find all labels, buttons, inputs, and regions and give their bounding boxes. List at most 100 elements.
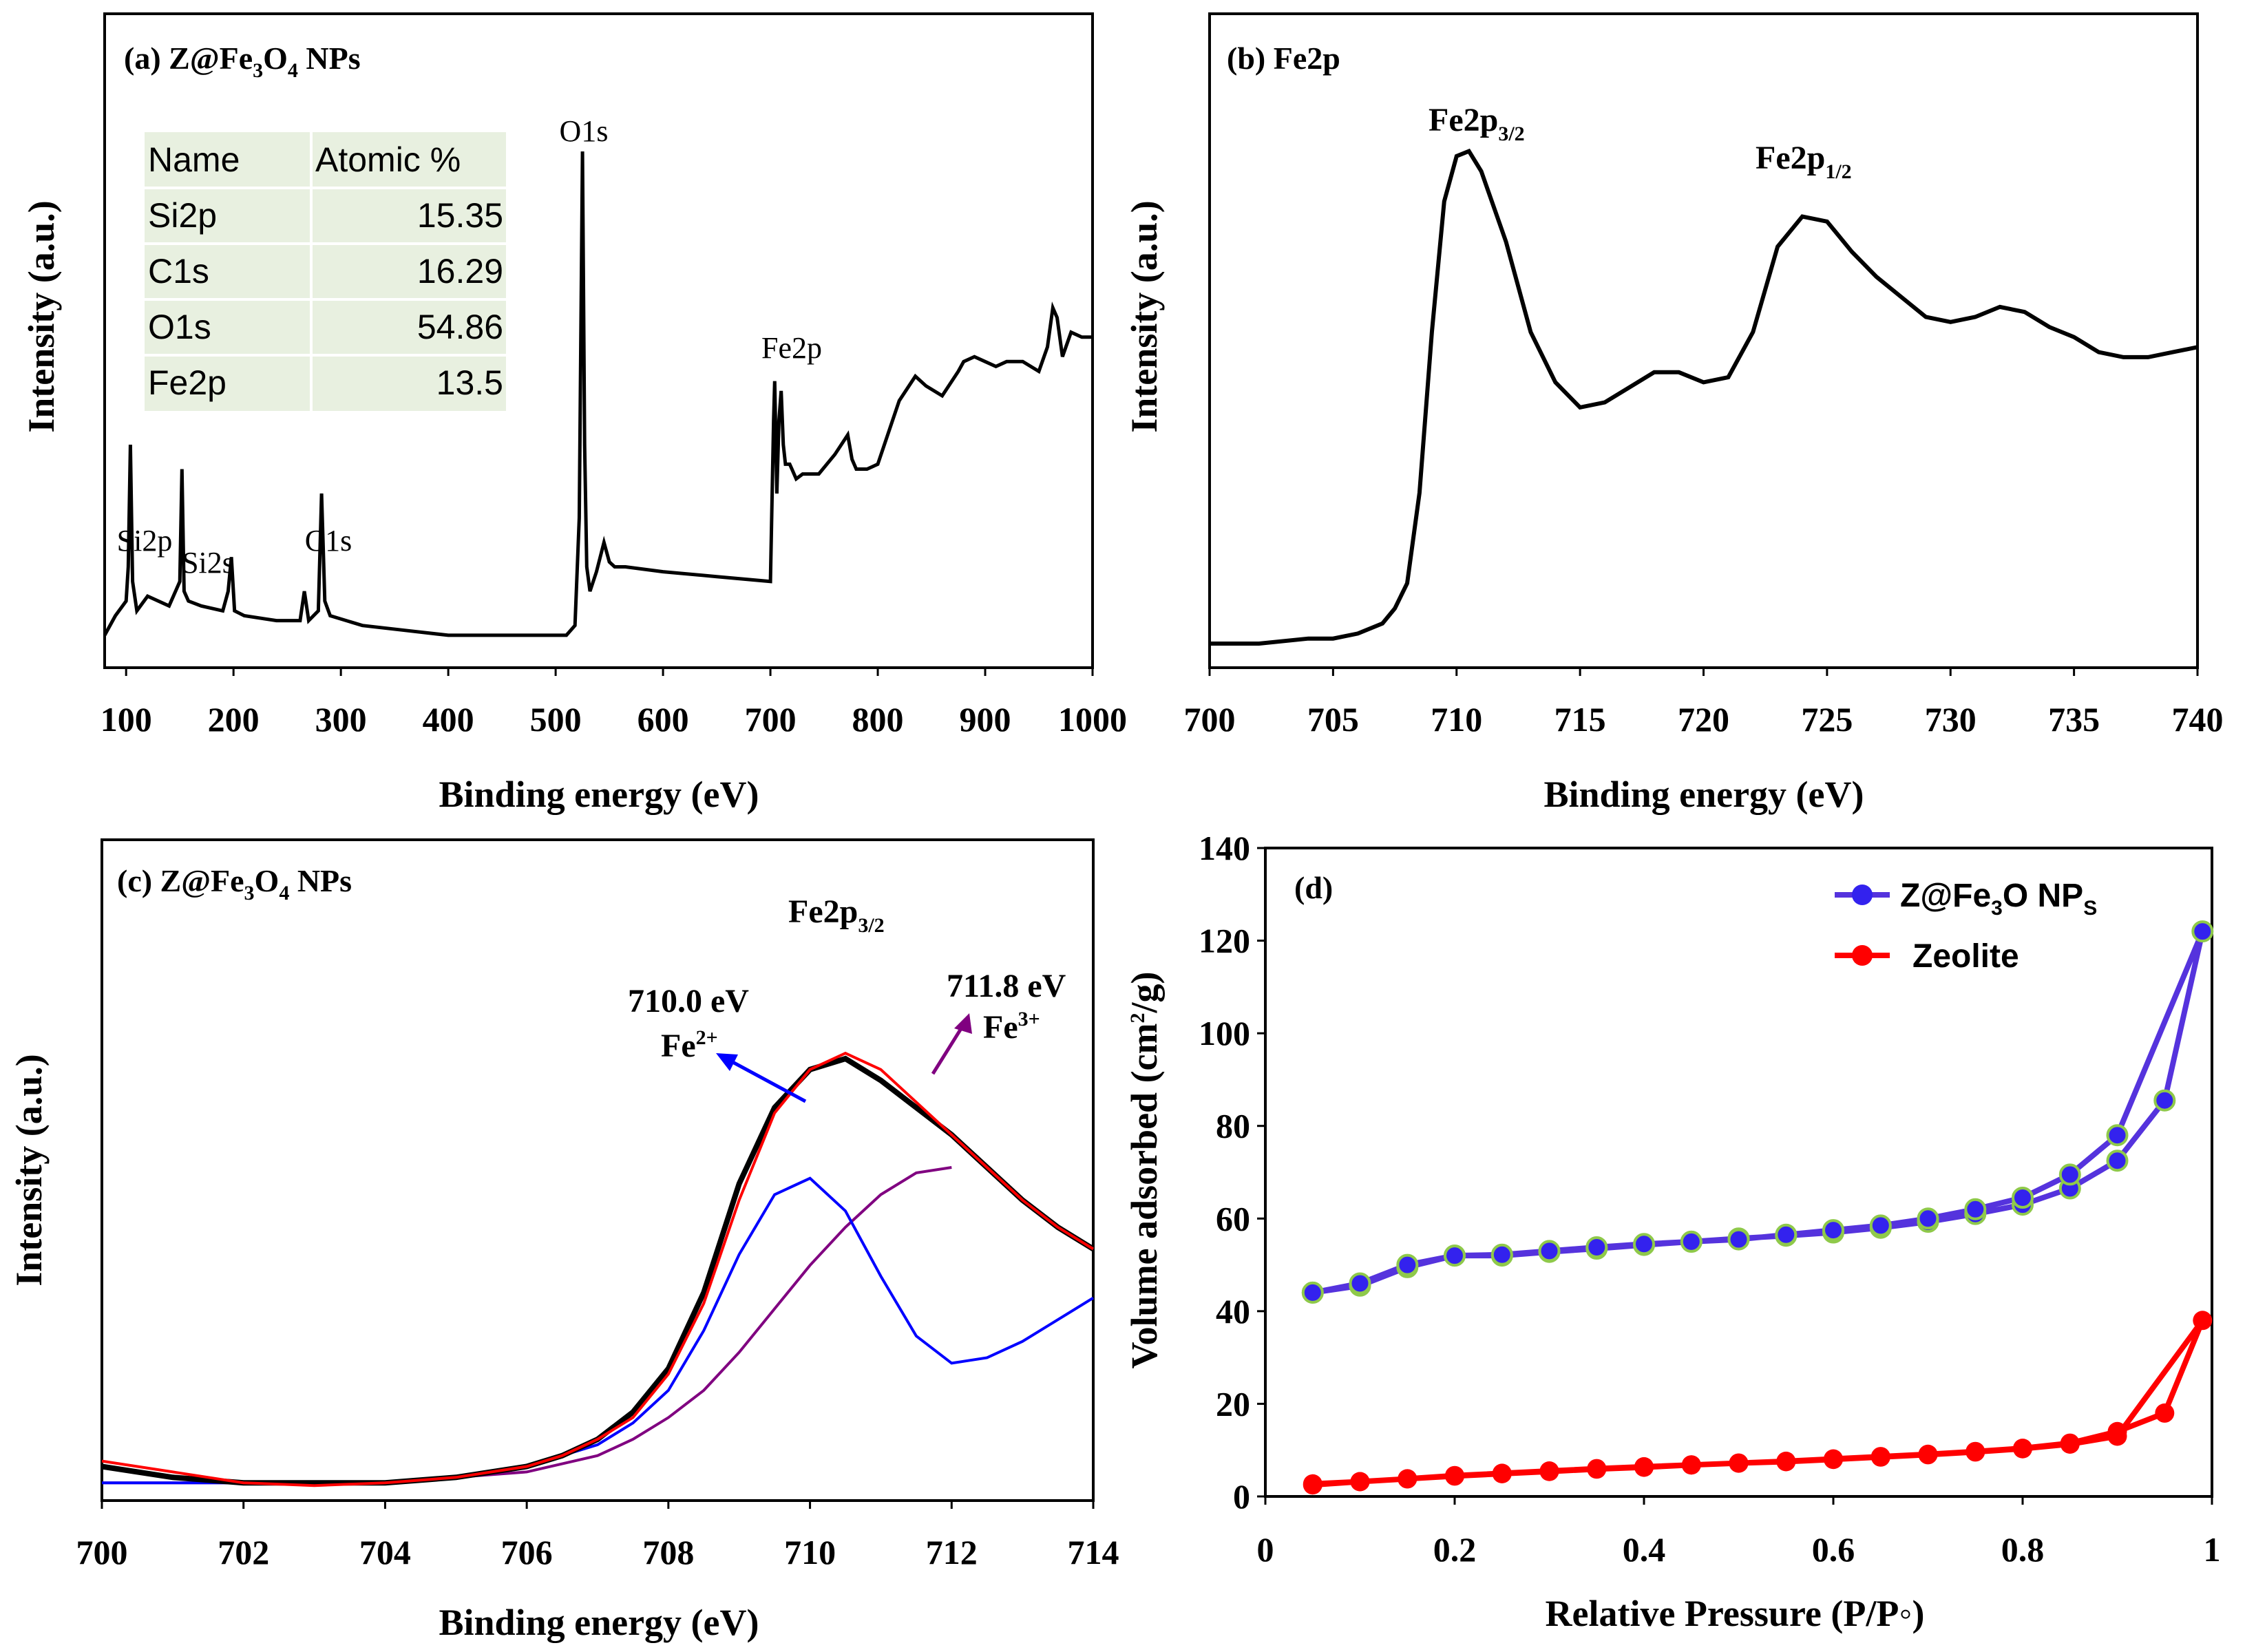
d-y-tick-label: 60 [1216, 1199, 1250, 1238]
table-background [145, 132, 506, 411]
table-cell-value: 54.86 [417, 308, 503, 346]
fit-envelope-line [101, 1051, 1095, 1487]
peak-label-fe2p3-2: Fe2p3/2 [1429, 102, 1525, 145]
panel-c-deconvolution: (c) Z@Fe3O4 NPs Fe2p3/2 710.0 eV Fe2+ 71… [8, 838, 1119, 1643]
c-x-tick-label: 700 [76, 1533, 128, 1571]
data-point-z-fe3o [1633, 1233, 1655, 1256]
data-point-z-fe3o [2191, 920, 2214, 943]
panel-c-frame [101, 838, 1095, 1502]
a-x-tick-label: 500 [530, 700, 582, 739]
fe2p-spectrum-line [1210, 148, 2198, 646]
panel-d-y-label: Volume adsorbed (cm2/g) [1124, 971, 1165, 1368]
fe2-ion-label: Fe2+ [661, 1026, 718, 1064]
data-point-zeolite [2107, 1426, 2127, 1446]
data-point-zeolite [1587, 1459, 1607, 1479]
d-y-tick-label: 80 [1216, 1107, 1250, 1145]
data-point-z-fe3o [1444, 1245, 1466, 1267]
fe3-arrow [931, 1023, 966, 1075]
b-x-tick-label: 715 [1554, 700, 1606, 739]
data-point-zeolite [1824, 1450, 1843, 1470]
data-point-z-fe3o [1585, 1236, 1608, 1258]
survey-spectrum-line [103, 151, 1093, 637]
b-x-tick-label: 735 [2048, 700, 2100, 739]
table-cell-value: 13.5 [436, 363, 503, 402]
data-point-z-fe3o [1775, 1223, 1798, 1246]
d-x-tick-label: 0.8 [2001, 1530, 2045, 1569]
panel-c-y-label: Intensity (a.u.) [8, 1054, 50, 1286]
peak-label-fe2p1-2: Fe2p1/2 [1756, 140, 1852, 183]
panel-a-survey-spectrum: Name Atomic % Si2p 15.35 C1s 16.29 O1s 54.86 Fe2… [21, 12, 1127, 815]
data-point-z-fe3o [1349, 1272, 1371, 1295]
a-x-tick-label: 300 [315, 700, 367, 739]
panel-d-frame [1264, 847, 2213, 1498]
data-point-zeolite [2013, 1439, 2032, 1459]
data-point-z-fe3o [1490, 1243, 1513, 1266]
d-x-tick-label: 0 [1257, 1530, 1274, 1569]
peak-label-fe2p3-2-c: Fe2p3/2 [788, 893, 885, 937]
a-x-tick-label: 800 [852, 700, 904, 739]
d-x-tick-label: 1 [2204, 1530, 2221, 1569]
d-y-tick-label: 100 [1199, 1014, 1250, 1052]
c-x-tick-label: 708 [642, 1533, 694, 1571]
fe2-arrowhead [716, 1053, 738, 1071]
data-point-zeolite [2060, 1434, 2080, 1454]
data-point-z-fe3o [1538, 1240, 1561, 1262]
panel-c-title: (c) Z@Fe3O4 NPs [117, 863, 352, 904]
fe3-ion-label: Fe3+ [983, 1008, 1040, 1046]
c-x-tick-label: 712 [926, 1533, 978, 1571]
legend: Z@Fe3O NPS Zeolite [1835, 878, 2097, 975]
a-x-tick-label: 400 [423, 700, 474, 739]
data-point-zeolite [1350, 1472, 1370, 1492]
panel-b-title: (b) Fe2p [1227, 41, 1340, 76]
d-y-tick-label: 120 [1199, 922, 1250, 960]
data-point-zeolite [1445, 1466, 1464, 1486]
panel-a-x-ticks: 100 200 300 400 500 600 700 800 900 1000 [101, 668, 1127, 739]
data-point-z-fe3o [1396, 1253, 1419, 1276]
panel-b-y-label: Intensity (a.u.) [1124, 200, 1165, 433]
table-header-atomic: Atomic % [315, 140, 461, 179]
panel-a-x-label: Binding energy (eV) [439, 774, 759, 815]
data-point-z-fe3o [1917, 1207, 1939, 1230]
b-x-tick-label: 740 [2172, 700, 2224, 739]
data-point-zeolite [1634, 1457, 1654, 1477]
a-x-tick-label: 700 [745, 700, 797, 739]
d-y-tick-label: 0 [1233, 1477, 1250, 1516]
panel-d-x-label: Relative Pressure (P/P◦) [1546, 1593, 1925, 1634]
a-x-tick-label: 1000 [1058, 700, 1127, 739]
panel-b-fe2p-spectrum: (b) Fe2p Fe2p3/2 Fe2p1/2 700 705 710 715 720… [1124, 12, 2224, 815]
d-x-tick-label: 0.6 [1812, 1530, 1855, 1569]
c-x-tick-label: 706 [501, 1533, 553, 1571]
peak-label-fe2p: Fe2p [761, 331, 822, 365]
data-point-z-fe3o [1869, 1214, 1892, 1237]
data-point-z-fe3o [2106, 1124, 2129, 1147]
c-x-tick-label: 714 [1068, 1533, 1119, 1571]
table-header-name: Name [148, 140, 240, 179]
data-point-zeolite [1965, 1442, 1985, 1462]
fe2-energy-label: 710.0 eV [628, 983, 749, 1019]
a-x-tick-label: 600 [637, 700, 689, 739]
data-point-zeolite [1303, 1474, 1322, 1494]
b-x-tick-label: 730 [1925, 700, 1977, 739]
d-x-tick-label: 0.4 [1623, 1530, 1666, 1569]
c-x-tick-label: 704 [359, 1533, 411, 1571]
c-x-tick-label: 702 [218, 1533, 269, 1571]
data-point-z-fe3o [1301, 1281, 1324, 1304]
data-point-z-fe3o [1822, 1219, 1844, 1242]
data-point-zeolite [2193, 1311, 2213, 1331]
a-x-tick-label: 200 [208, 700, 260, 739]
a-x-tick-label: 100 [101, 700, 152, 739]
data-point-zeolite [1776, 1452, 1796, 1472]
d-y-tick-label: 40 [1216, 1292, 1250, 1331]
data-point-zeolite [1870, 1447, 1890, 1467]
data-point-z-fe3o [2106, 1150, 2129, 1172]
panel-a-frame [103, 12, 1094, 669]
b-x-tick-label: 725 [1801, 700, 1853, 739]
b-x-tick-label: 710 [1431, 700, 1482, 739]
panel-c-x-ticks: 700 702 704 706 708 710 712 714 [76, 1501, 1119, 1571]
panel-d-isotherm: (d) Z@Fe3O NPS Zeolite 0 0.2 0.4 0.6 0.8 1 0 2… [1124, 829, 2221, 1634]
d-x-tick-label: 0.2 [1433, 1530, 1477, 1569]
data-point-z-fe3o [1680, 1230, 1703, 1253]
a-x-tick-label: 900 [960, 700, 1011, 739]
table-cell-name: O1s [148, 308, 211, 346]
